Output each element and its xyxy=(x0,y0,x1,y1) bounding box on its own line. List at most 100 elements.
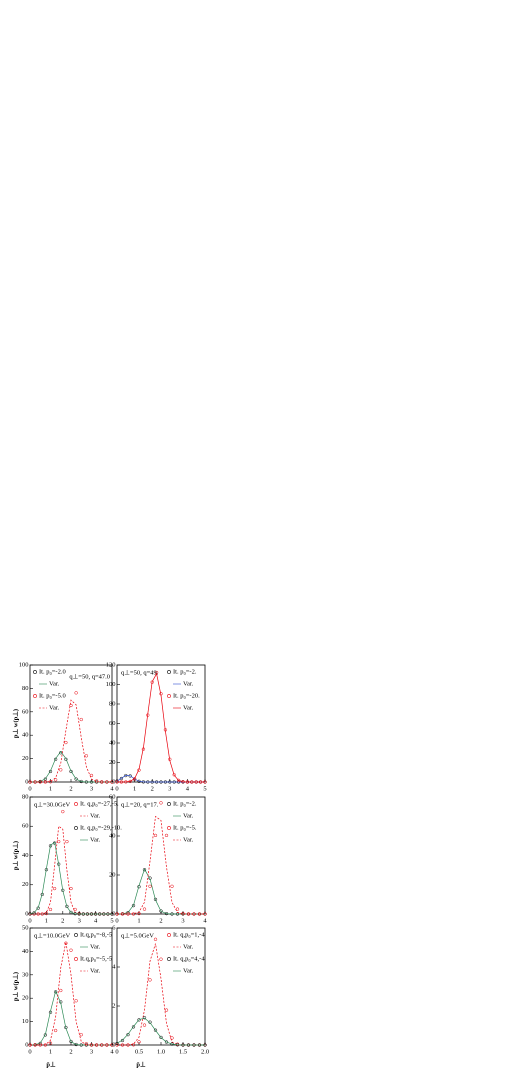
data-point xyxy=(159,909,163,913)
x-tick-label: 4 xyxy=(110,785,114,792)
y-tick-label: 20 xyxy=(109,871,116,878)
annotation: q⊥=50, q=49. xyxy=(121,669,159,676)
legend-marker xyxy=(167,957,171,961)
data-point xyxy=(115,779,119,783)
data-point xyxy=(110,780,114,784)
legend-label: It. q,p₀=-29,-10. xyxy=(80,824,122,831)
data-point xyxy=(74,999,78,1003)
data-point xyxy=(69,1039,73,1044)
data-point xyxy=(64,941,68,945)
legend-label: Var. xyxy=(183,704,194,711)
data-point xyxy=(53,778,58,782)
data-point xyxy=(61,809,65,814)
series-line xyxy=(117,815,205,915)
x-tick-label: 0 xyxy=(115,785,118,792)
y-tick-label: 60 xyxy=(109,720,116,727)
y-tick-label: 4 xyxy=(112,963,116,970)
data-point xyxy=(164,1040,169,1044)
legend-marker xyxy=(33,694,37,698)
data-point xyxy=(142,1016,147,1020)
data-point xyxy=(43,1043,48,1047)
series-line xyxy=(29,990,112,1046)
y-tick-label: 80 xyxy=(109,700,116,707)
legend-label: Var. xyxy=(90,967,101,974)
legend-label: Var. xyxy=(183,967,194,974)
x-tick-label: 0 xyxy=(28,785,31,792)
data-point xyxy=(65,839,69,844)
legend-marker xyxy=(167,802,171,806)
legend-marker xyxy=(33,670,37,674)
legend-label: Var. xyxy=(90,836,101,843)
data-point xyxy=(84,1042,89,1046)
legend-marker xyxy=(74,957,78,961)
y-tick-label: 60 xyxy=(109,793,116,800)
y-axis-label: p⊥ w(p⊥) xyxy=(11,841,19,870)
legend-label: Var. xyxy=(183,943,194,950)
data-point xyxy=(159,1035,163,1040)
data-point xyxy=(52,886,57,891)
data-point xyxy=(44,911,49,916)
legend-label: It. p₀=-2.0 xyxy=(39,668,66,675)
y-tick-label: 0 xyxy=(25,778,28,785)
data-point xyxy=(137,1040,141,1044)
legend-label: Var. xyxy=(183,680,194,687)
annotation: q⊥=10.0GeV xyxy=(34,932,71,939)
data-point xyxy=(36,912,40,916)
legend-marker xyxy=(74,826,78,830)
legend-label: It. q,p₀=1,-4 xyxy=(173,931,205,938)
legend-label: Var. xyxy=(49,680,60,687)
legend-label: Var. xyxy=(183,836,194,843)
y-tick-label: 40 xyxy=(109,832,116,839)
data-point xyxy=(119,776,124,781)
series-line xyxy=(116,1017,205,1046)
y-tick-label: 0 xyxy=(25,1041,28,1048)
data-point xyxy=(84,754,89,758)
data-point xyxy=(176,778,181,782)
y-tick-label: 40 xyxy=(22,732,29,739)
legend-label: It. q,p₀=-27,-5. xyxy=(80,800,119,807)
legend-label: It. p₀=-20. xyxy=(173,692,200,699)
series-line xyxy=(30,941,112,1046)
data-point xyxy=(153,1028,158,1032)
x-tick-label: 2 xyxy=(69,1048,72,1055)
x-tick-label: 1.0 xyxy=(157,1048,165,1055)
data-point xyxy=(153,833,158,838)
x-tick-label: 2 xyxy=(61,917,64,924)
data-point xyxy=(64,757,68,761)
data-point xyxy=(164,1008,169,1012)
data-point xyxy=(164,833,169,838)
data-point xyxy=(74,777,78,781)
y-tick-label: 20 xyxy=(22,995,29,1002)
y-tick-label: 0 xyxy=(112,910,115,917)
x-tick-label: 3 xyxy=(168,785,171,792)
data-point xyxy=(53,757,58,761)
legend-label: It. p₀=-5. xyxy=(173,824,197,831)
data-point xyxy=(142,1023,147,1027)
y-tick-label: 40 xyxy=(22,852,29,859)
x-tick-label: 0 xyxy=(28,1048,31,1055)
data-point xyxy=(69,948,73,952)
data-point xyxy=(94,1043,99,1047)
legend-marker xyxy=(74,933,78,937)
data-point xyxy=(59,768,63,772)
data-point xyxy=(43,780,48,784)
y-tick-label: 2 xyxy=(112,1002,115,1009)
data-point xyxy=(170,884,174,888)
data-point xyxy=(148,884,152,888)
x-tick-label: 2 xyxy=(159,917,162,924)
data-point xyxy=(69,886,73,891)
data-point xyxy=(131,1043,136,1047)
data-point xyxy=(79,717,83,722)
x-tick-label: 1.5 xyxy=(179,1048,187,1055)
legend-label: It. p₀=-2. xyxy=(173,668,197,675)
data-point xyxy=(53,1028,58,1033)
annotation: q⊥=20, q=17. xyxy=(121,801,159,808)
x-tick-label: 2 xyxy=(69,785,72,792)
y-axis-label: p⊥ w(p⊥) xyxy=(11,972,19,1001)
x-tick-label: 0 xyxy=(28,917,31,924)
x-tick-label: 5 xyxy=(110,917,113,924)
series-line xyxy=(29,841,112,915)
data-point xyxy=(153,897,158,902)
data-point xyxy=(79,1033,83,1037)
legend-label: It. p₀=-5.0 xyxy=(39,692,66,699)
